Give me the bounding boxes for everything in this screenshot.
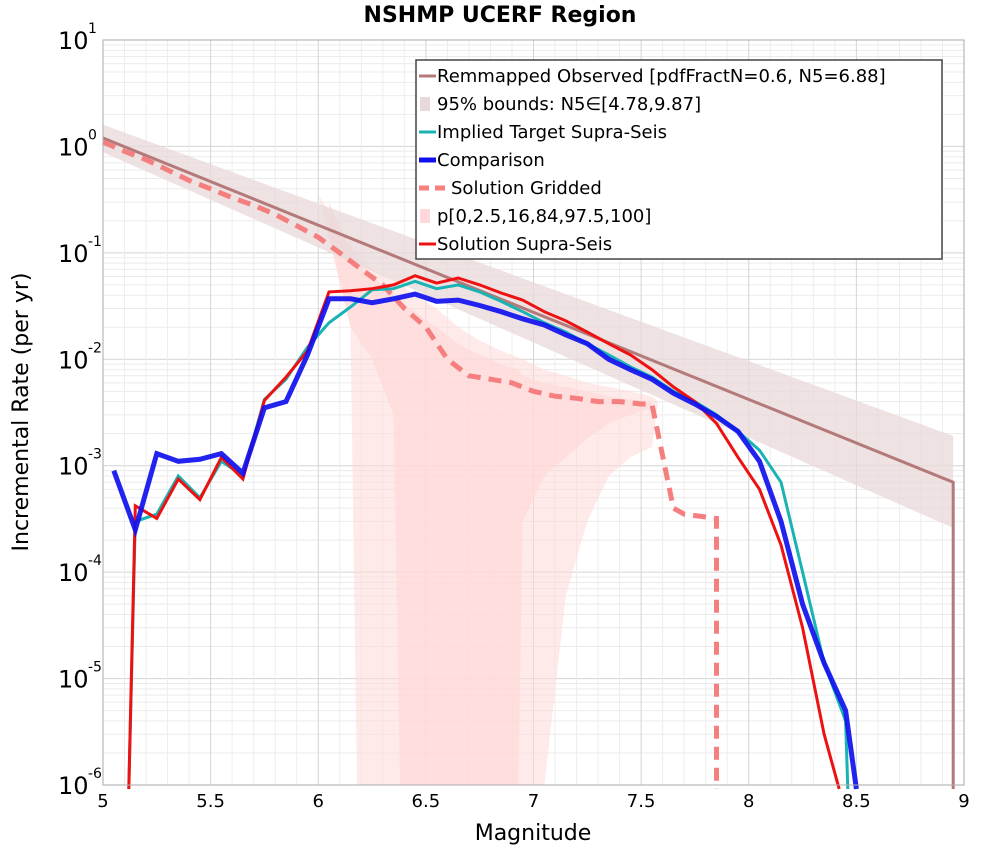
y-tick-exponent: -4 — [88, 553, 102, 569]
y-tick-exponent: 1 — [88, 21, 97, 37]
y-tick-label: 10 — [58, 453, 89, 481]
y-tick-label: 10 — [58, 133, 89, 161]
series-supra-seis — [127, 274, 841, 790]
legend-swatch — [420, 97, 430, 111]
legend: Remmapped Observed [pdfFractN=0.6, N5=6.… — [415, 59, 943, 260]
x-axis: 5 5.5 6 6.5 7 7.5 8 8.5 9 — [97, 791, 969, 812]
x-tick-label: 5.5 — [196, 791, 225, 812]
y-tick-exponent: -6 — [88, 766, 102, 782]
y-tick-label: 10 — [58, 559, 89, 587]
y-tick-label: 10 — [58, 27, 89, 55]
series-observed — [102, 136, 955, 789]
y-tick-exponent: 0 — [88, 127, 97, 143]
plot-series — [102, 124, 955, 790]
legend-entry: Solution Gridded — [451, 178, 602, 199]
legend-entry: 95% bounds: N5∈[4.78,9.87] — [437, 94, 701, 115]
y-tick-label: 10 — [58, 666, 89, 694]
x-tick-label: 6.5 — [412, 791, 441, 812]
x-tick-label: 7 — [528, 791, 539, 812]
legend-entry: p[0,2.5,16,84,97.5,100] — [437, 206, 651, 227]
x-tick-label: 8.5 — [842, 791, 871, 812]
series-comparison — [111, 291, 859, 790]
legend-entry: Solution Supra-Seis — [437, 234, 612, 255]
y-tick-exponent: -3 — [88, 447, 102, 463]
legend-entry: Comparison — [437, 150, 545, 171]
legend-box — [415, 59, 943, 260]
series-gridded — [102, 139, 719, 789]
x-tick-label: 8 — [743, 791, 754, 812]
percentile-band — [329, 202, 652, 786]
x-tick-label: 6 — [313, 791, 324, 812]
y-tick-exponent: -1 — [88, 234, 102, 250]
legend-entry: Remmapped Observed [pdfFractN=0.6, N5=6.… — [437, 66, 886, 87]
y-tick-label: 10 — [58, 240, 89, 268]
legend-swatch — [420, 209, 430, 223]
y-tick-label: 10 — [58, 772, 89, 800]
y-tick-exponent: -2 — [88, 340, 102, 356]
plot-frame — [102, 39, 965, 786]
x-tick-label: 7.5 — [627, 791, 656, 812]
x-axis-label: Magnitude — [475, 821, 592, 846]
x-tick-label: 5 — [97, 791, 108, 812]
y-tick-exponent: -5 — [88, 660, 102, 676]
y-axis-label: Incremental Rate (per yr) — [9, 273, 34, 552]
x-tick-label: 9 — [958, 791, 969, 812]
y-tick-label: 10 — [58, 346, 89, 374]
legend-entry: Implied Target Supra-Seis — [437, 122, 667, 143]
chart-title: NSHMP UCERF Region — [364, 3, 637, 28]
